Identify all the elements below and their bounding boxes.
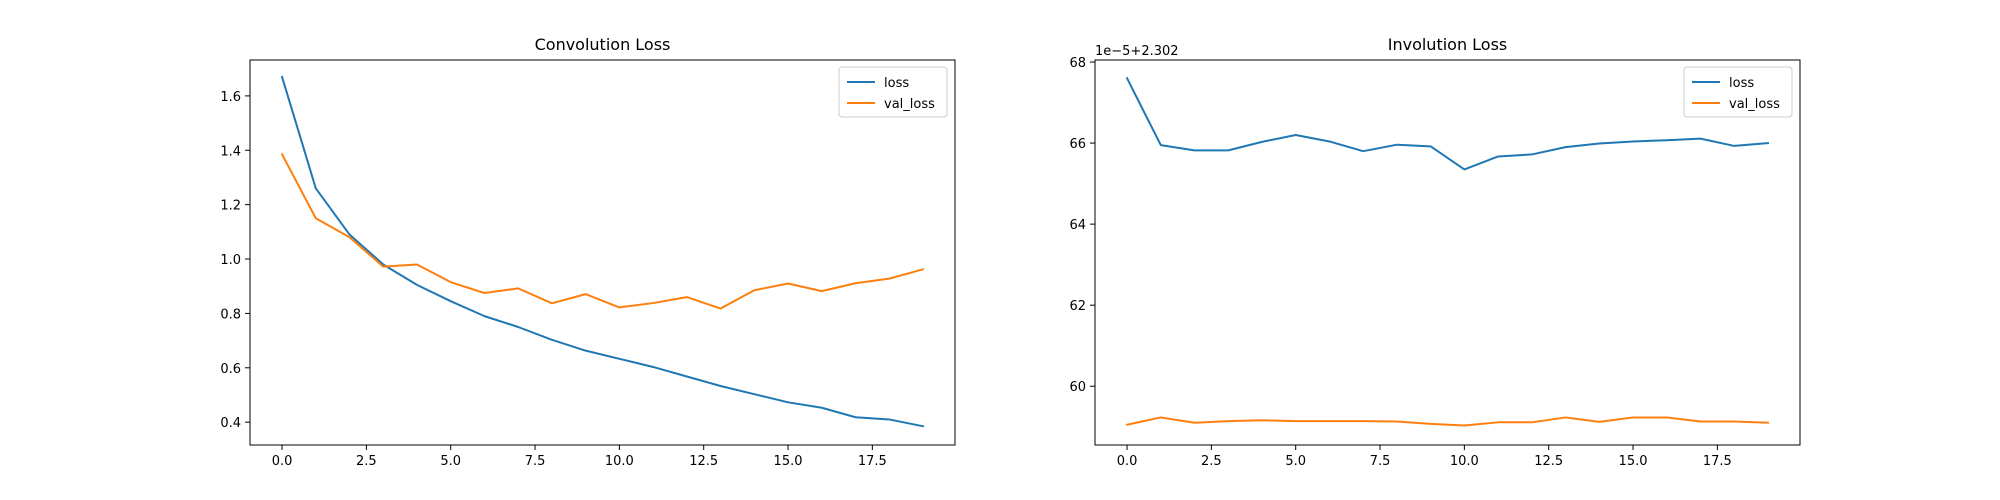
convolution-loss-legend: loss val_loss [838,66,948,118]
involution-loss-offset-label: 1e−5+2.302 [1095,44,1179,59]
convolution-loss-y-tick-label: 1.0 [220,253,241,268]
convolution-loss-y-tick-label: 0.8 [220,307,241,322]
involution-loss-y-tick-label: 62 [1069,299,1086,314]
convolution-loss-y-axis: 0.4 0.6 0.8 1.0 1.2 1.4 1.6 [220,90,250,431]
involution-loss-series-val-loss-line [1125,416,1769,427]
involution-loss-chart: Involution Loss 1e−5+2.302 0.0 2.5 5.0 7.5 1… [1069,35,1801,469]
involution-loss-legend-label-val-loss: val_loss [1729,97,1780,112]
convolution-loss-legend-label-val-loss: val_loss [884,97,935,112]
involution-loss-y-axis: 60 62 64 66 68 [1069,56,1095,395]
convolution-loss-y-tick-label: 0.6 [220,362,241,377]
involution-loss-x-axis: 0.0 2.5 5.0 7.5 10.0 12.5 15.0 17.5 [1117,445,1732,469]
convolution-loss-y-tick-label: 1.4 [220,144,241,159]
involution-loss-x-tick-label: 5.0 [1285,454,1306,469]
involution-loss-x-tick-label: 7.5 [1370,454,1391,469]
convolution-loss-x-tick-label: 15.0 [774,454,803,469]
involution-loss-x-tick-label: 10.0 [1450,454,1479,469]
involution-loss-x-tick-label: 0.0 [1117,454,1138,469]
convolution-loss-title: Convolution Loss [535,35,671,54]
involution-loss-series-loss-line [1125,76,1770,171]
convolution-loss-x-tick-label: 12.5 [689,454,718,469]
involution-loss-y-tick-label: 66 [1069,137,1086,152]
convolution-loss-legend-label-loss: loss [884,76,909,91]
convolution-loss-y-tick-label: 0.4 [220,416,241,431]
convolution-loss-x-tick-label: 17.5 [858,454,887,469]
involution-loss-legend-box [1683,66,1793,118]
involution-loss-x-tick-label: 17.5 [1703,454,1732,469]
involution-loss-x-tick-label: 2.5 [1201,454,1222,469]
convolution-loss-series-lines [280,75,925,428]
convolution-loss-x-tick-label: 5.0 [440,454,461,469]
involution-loss-y-tick-label: 68 [1069,56,1086,71]
convolution-loss-x-tick-label: 10.0 [605,454,634,469]
convolution-loss-legend-box [838,66,948,118]
convolution-loss-y-tick-label: 1.6 [220,90,241,105]
convolution-loss-axes-frame [249,59,956,446]
convolution-loss-series-val-loss-line [280,152,925,310]
convolution-loss-series-loss-line [280,75,925,428]
involution-loss-y-tick-label: 64 [1069,218,1086,233]
involution-loss-legend-label-loss: loss [1729,76,1754,91]
convolution-loss-x-axis: 0.0 2.5 5.0 7.5 10.0 12.5 15.0 17.5 [272,445,887,469]
involution-loss-x-tick-label: 15.0 [1619,454,1648,469]
convolution-loss-y-tick-label: 1.2 [220,199,241,214]
convolution-loss-x-tick-label: 7.5 [525,454,546,469]
involution-loss-x-tick-label: 12.5 [1534,454,1563,469]
involution-loss-legend: loss val_loss [1683,66,1793,118]
convolution-loss-chart: Convolution Loss 0.0 2.5 5.0 7.5 10.0 12.5 15.… [220,35,956,469]
convolution-loss-x-tick-label: 0.0 [272,454,293,469]
involution-loss-y-tick-label: 60 [1069,380,1086,395]
involution-loss-axes-frame [1094,59,1801,446]
involution-loss-title: Involution Loss [1388,35,1508,54]
convolution-loss-x-tick-label: 2.5 [356,454,377,469]
involution-loss-series-lines [1125,76,1770,427]
